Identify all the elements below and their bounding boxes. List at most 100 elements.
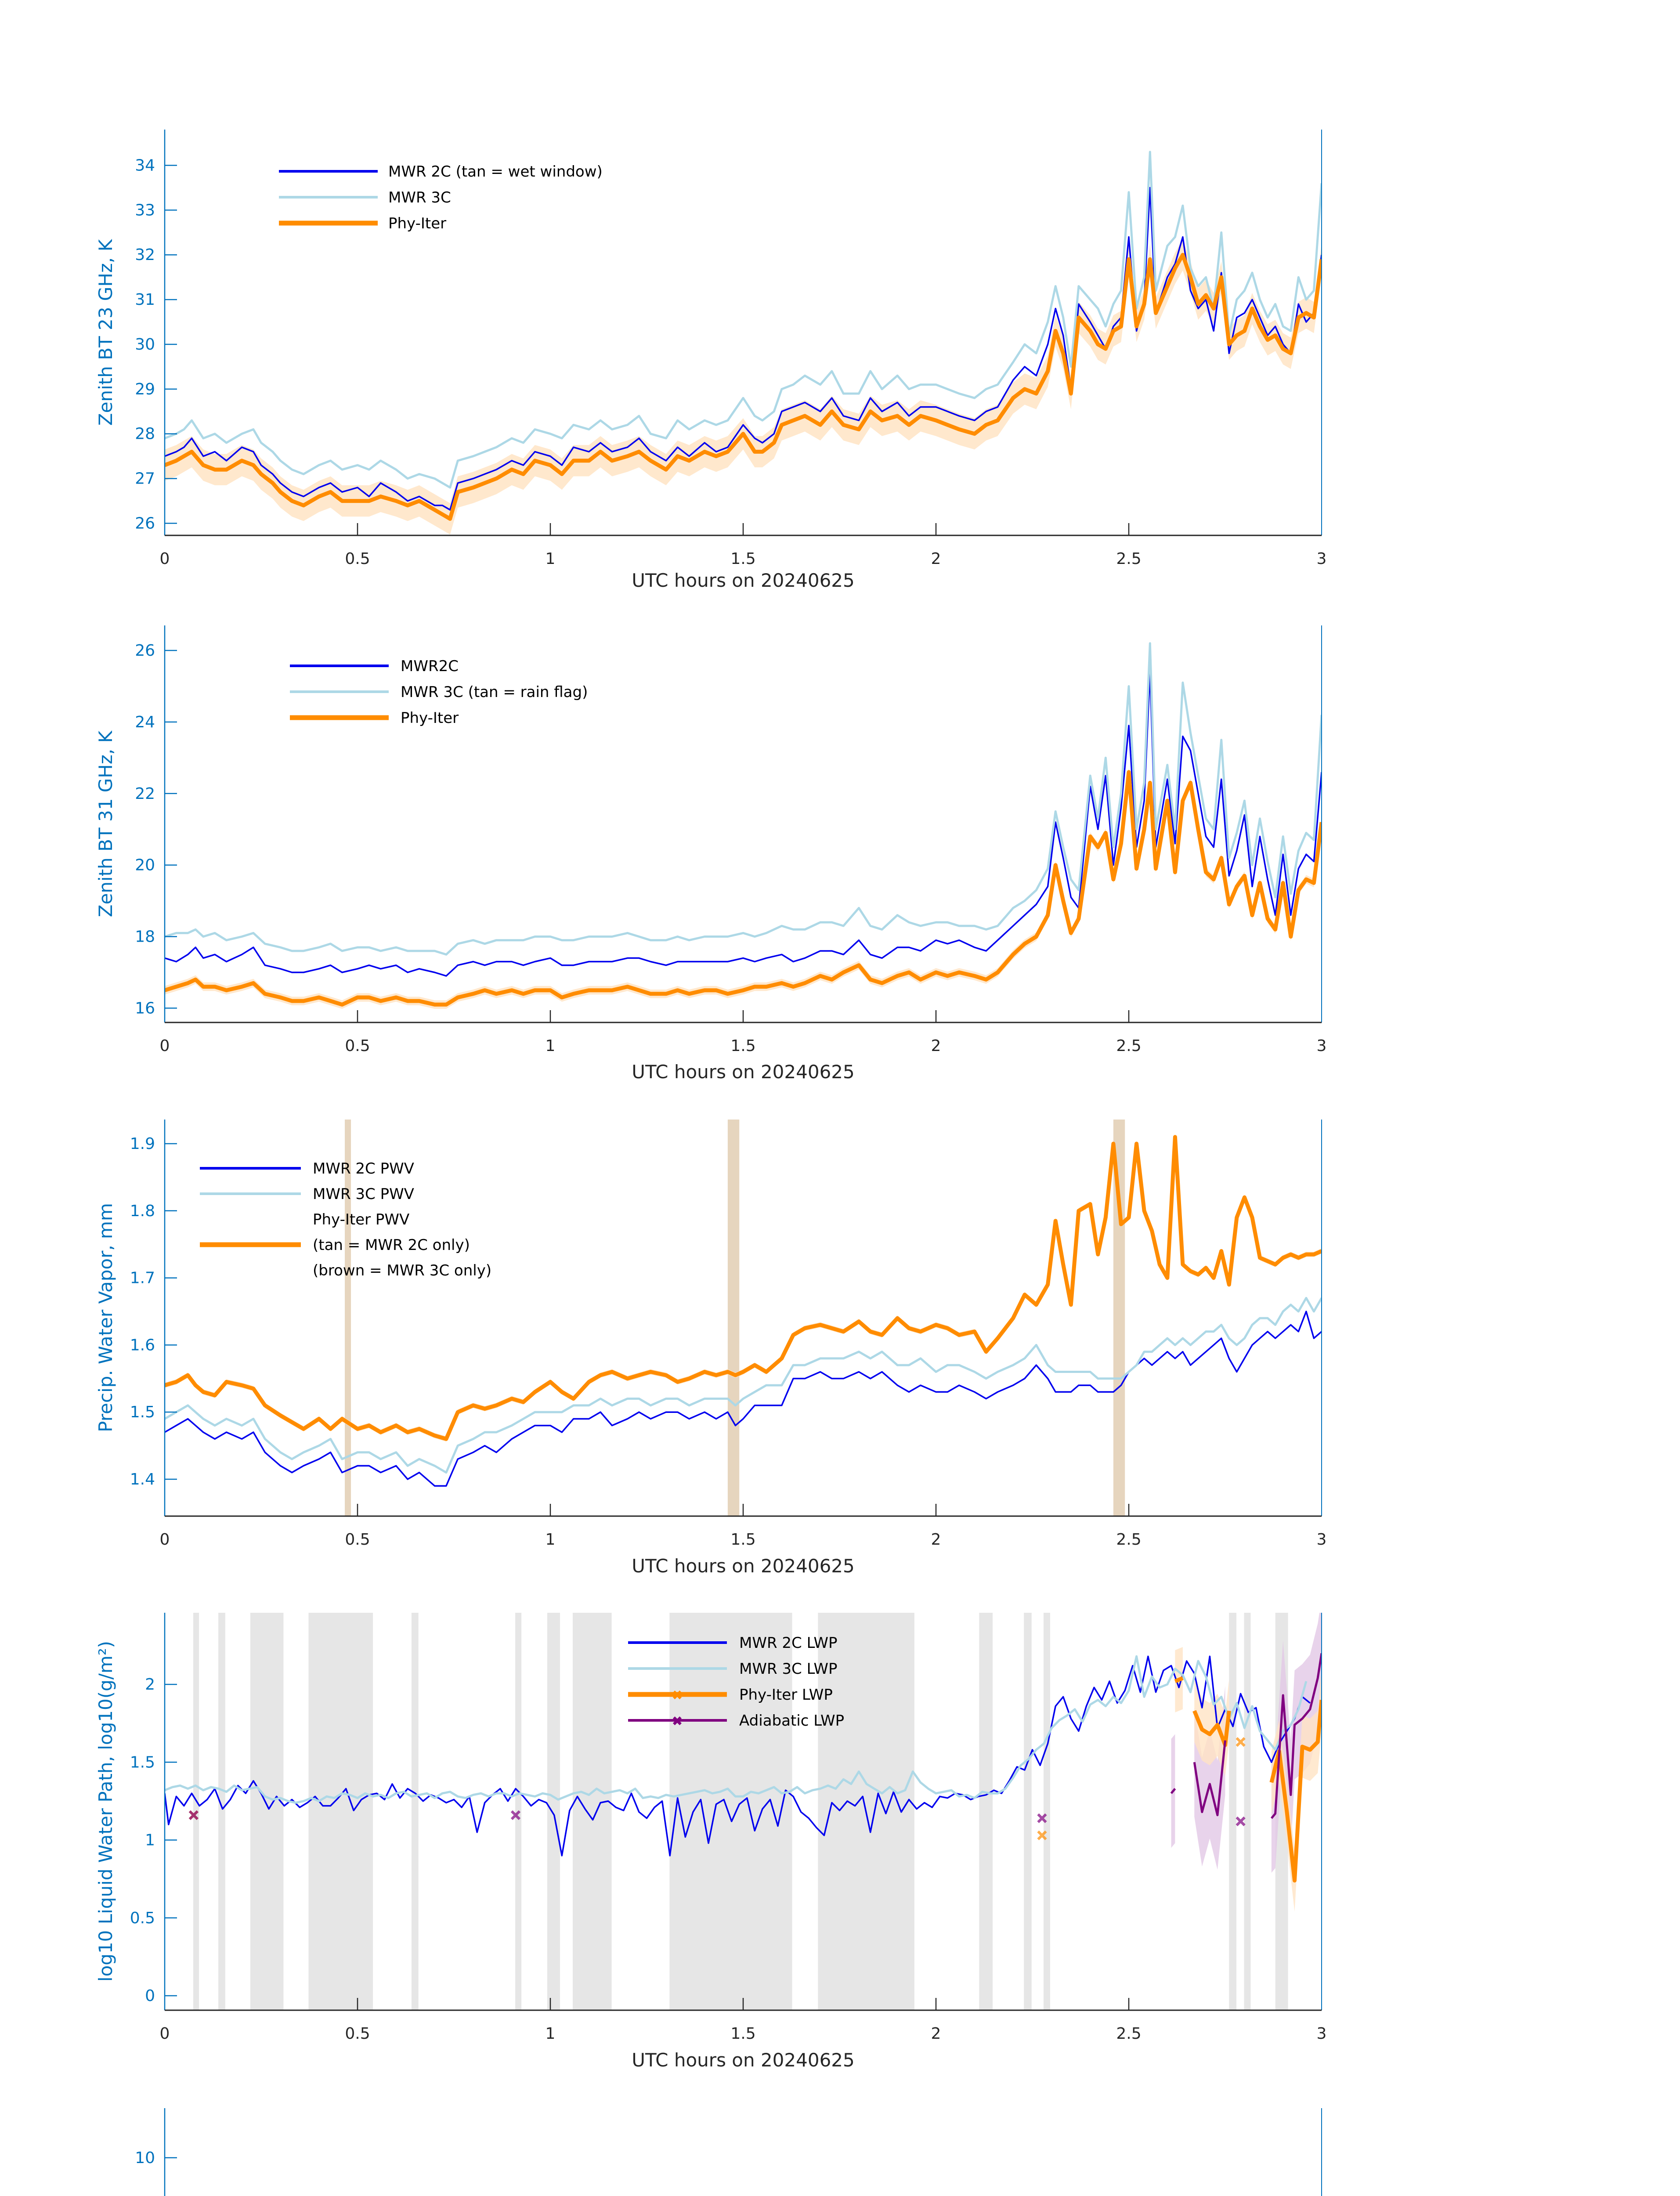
x-tick-label: 3 [1317, 2025, 1327, 2043]
x-tick-label: 2.5 [1116, 550, 1141, 568]
legend-label-mwr3c: MWR 3C [388, 189, 451, 206]
gray-flag-region [218, 1613, 225, 2010]
marker-phy-iter-lwp [1037, 1830, 1047, 1841]
legend-marker-phyiter: ✖ [672, 1688, 683, 1703]
legend-label-mwr2c: MWR 2C PWV [313, 1160, 414, 1177]
series-layer [165, 151, 1322, 521]
legend-label-adiabatic: Adiabatic LWP [739, 1712, 844, 1730]
marker-adiabatic-lwp [510, 1810, 521, 1820]
axes: 16 18 20 22 24 26 0 0.5 1 1.5 2 2.5 3 [135, 625, 1326, 1055]
series-line-phy-iter [165, 253, 1322, 521]
x-tick-label: 2 [931, 1531, 941, 1549]
legend-label-tan-note: (tan = MWR 2C only) [313, 1236, 470, 1254]
marker-adiabatic-lwp [188, 1810, 199, 1820]
legend-label-phyiter: Phy-Iter LWP [739, 1686, 833, 1704]
legend-label-mwr2c: MWR 2C LWP [739, 1634, 838, 1652]
gray-flag-region [411, 1613, 419, 2010]
x-tick-label: 2.5 [1116, 2025, 1141, 2043]
y-tick-label: 16 [135, 999, 155, 1017]
x-tick-label: 2.5 [1116, 1037, 1141, 1055]
x-tick-label: 3 [1317, 1037, 1327, 1055]
gray-flag-region [250, 1613, 284, 2010]
gray-flag-region [1024, 1613, 1032, 2010]
legend: MWR 2C (tan = wet window) MWR 3C Phy-Ite… [279, 163, 603, 232]
gray-flag-region [308, 1613, 373, 2010]
series-line-mwr-3c [165, 151, 1322, 489]
y-tick-label: 34 [135, 156, 155, 174]
marker-adiabatic-lwp [1037, 1813, 1047, 1824]
x-tick-label: 0.5 [345, 1037, 370, 1055]
uncertainty-band-phy-iter [165, 239, 1322, 535]
marker-adiabatic-lwp [1236, 1816, 1246, 1827]
x-tick-label: 2 [931, 550, 941, 568]
marker-phy-iter-lwp [1236, 1737, 1246, 1747]
gray-flag-region [572, 1613, 612, 2010]
gray-flag-region [1244, 1613, 1251, 2010]
series-line-mwr-2c-pwv [165, 1311, 1322, 1487]
x-tick-label: 1.5 [730, 1531, 755, 1549]
x-tick-label: 0 [160, 2025, 170, 2043]
series-layer [165, 642, 1322, 1007]
series-layer [165, 1653, 1322, 1883]
y-tick-label: 0.5 [130, 1909, 155, 1927]
series-line-mwr2c [165, 671, 1322, 977]
y-axis-label: log10 Liquid Water Path, log10(g/m²) [95, 1641, 116, 1982]
y-tick-label: 1.4 [130, 1470, 155, 1488]
y-tick-label: 22 [135, 785, 155, 803]
axes: 1.4 1.5 1.6 1.7 1.8 1.9 0 0.5 1 1.5 2 2.5 3 [130, 1120, 1327, 1549]
y-axis-label: Zenith BT 31 GHz, K [95, 730, 116, 917]
panel-pwv: 1.4 1.5 1.6 1.7 1.8 1.9 0 0.5 1 1.5 2 2.5 3 Precip. … [95, 1120, 1326, 1577]
x-tick-label: 3 [1317, 1531, 1327, 1549]
y-tick-label: 32 [135, 246, 155, 264]
series-line-phy-iter-lwp [1174, 1676, 1322, 1883]
y-tick-label: 31 [135, 291, 155, 309]
legend-label-mwr3c: MWR 3C (tan = rain flag) [401, 683, 588, 701]
y-tick-label: 18 [135, 928, 155, 946]
legend: MWR 2C PWV MWR 3C PWV Phy-Iter PWV (tan … [200, 1160, 491, 1279]
x-tick-label: 0.5 [345, 1531, 370, 1549]
legend-label-mwr2c: MWR 2C (tan = wet window) [388, 163, 603, 181]
legend: MWR 2C LWP MWR 3C LWP ✖ Phy-Iter LWP ✖ A… [628, 1634, 844, 1730]
y-tick-label: 1.5 [130, 1753, 155, 1771]
x-tick-label: 1 [546, 550, 556, 568]
legend-label-brown-note: (brown = MWR 3C only) [313, 1262, 491, 1279]
axes: 26 27 28 29 30 31 32 33 34 0 0.5 1 1.5 2 2.5 3 [135, 130, 1326, 568]
x-tick-label: 1 [546, 1531, 556, 1549]
gray-flag-region [669, 1613, 792, 2010]
x-axis-label: UTC hours on 20240625 [632, 570, 855, 591]
y-tick-label: 1.7 [130, 1269, 155, 1287]
panel-dqflag: 024681000.511.522.53 MWR Phy Iter DQ Fla… [135, 2108, 1322, 2196]
y-tick-label: 1 [145, 1831, 155, 1849]
x-tick-label: 0.5 [345, 550, 370, 568]
x-axis-label: UTC hours on 20240625 [632, 1555, 855, 1577]
y-tick-label: 26 [135, 514, 155, 532]
x-tick-label: 0 [160, 1531, 170, 1549]
y-tick-label: 33 [135, 201, 155, 219]
axes: 0 0.5 1 1.5 2 0 0.5 1 1.5 2 2.5 3 [130, 1613, 1327, 2043]
legend-label-phyiter: Phy-Iter [401, 709, 459, 727]
legend-label-phyiter: Phy-Iter [388, 215, 446, 232]
x-axis-label: UTC hours on 20240625 [632, 1061, 855, 1083]
y-tick-label: 1.8 [130, 1202, 155, 1220]
legend-label-mwr2c: MWR2C [401, 657, 459, 675]
gray-flag-region [979, 1613, 993, 2010]
series-layer [165, 1135, 1322, 1487]
y-tick-label: 24 [135, 713, 155, 731]
uncertainty-band-phy-iter-lwp [1271, 1669, 1322, 1912]
uncertainty-band-adiabatic-lwp [1194, 1686, 1225, 1870]
y-axis-label: Zenith BT 23 GHz, K [95, 238, 116, 426]
y-axis-label: Precip. Water Vapor, mm [95, 1203, 116, 1432]
y-tick-label: 28 [135, 425, 155, 443]
x-tick-label: 1.5 [730, 550, 755, 568]
y-tick-label: 27 [135, 470, 155, 488]
gray-flag-region [1229, 1613, 1236, 2010]
series-line-mwr-3c [165, 642, 1322, 956]
y-tick-label: 10 [135, 2149, 155, 2167]
panel-lwp: 0 0.5 1 1.5 2 0 0.5 1 1.5 2 2.5 3 log10 Liquid Wate… [95, 1613, 1327, 2071]
series-line-mwr-3c-pwv [165, 1297, 1322, 1474]
y-tick-label: 26 [135, 642, 155, 660]
gray-flag-region [1043, 1613, 1050, 2010]
y-tick-label: 20 [135, 856, 155, 874]
x-tick-label: 0 [160, 550, 170, 568]
